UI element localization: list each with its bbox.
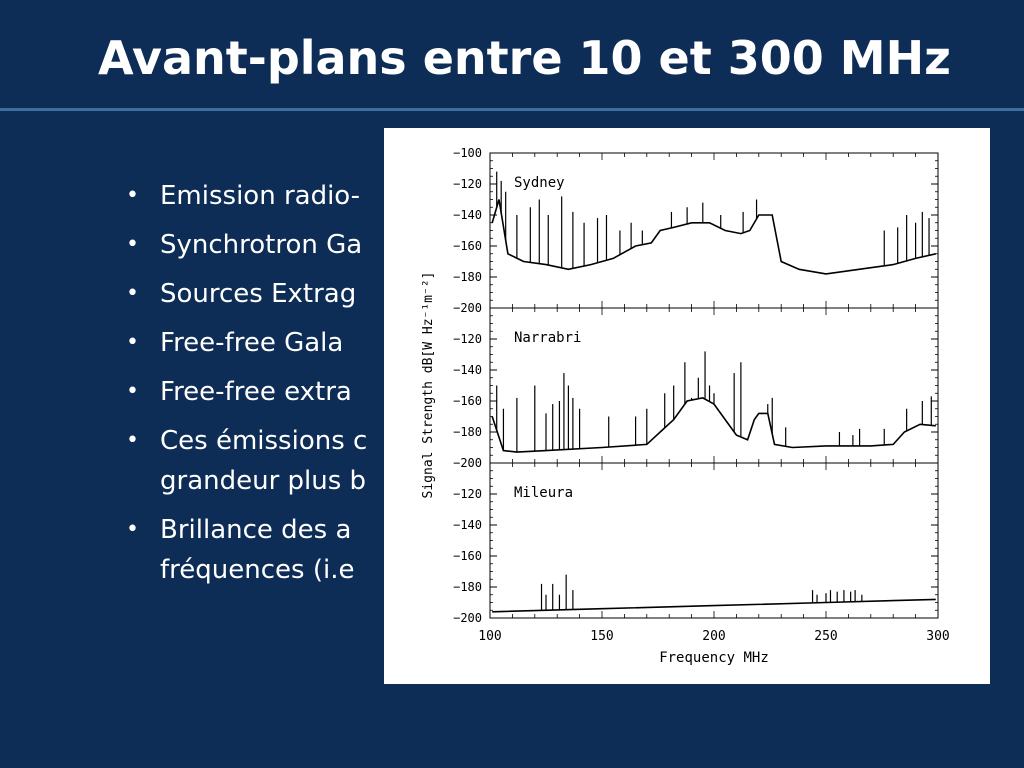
bullet-text: Brillance des a [160, 515, 352, 545]
bullet-text: Synchrotron Ga [160, 230, 363, 260]
y-tick-label: −200 [453, 456, 482, 470]
bullet-item: Emission radio- [124, 176, 394, 216]
y-tick-label: −140 [453, 208, 482, 222]
panel-label: Sydney [514, 175, 565, 191]
y-tick-label: −120 [453, 177, 482, 191]
panel-label: Mileura [514, 485, 573, 501]
spectrum-line [491, 199, 936, 275]
bullet-text: Free-free extra [160, 377, 352, 407]
y-tick-label: −160 [453, 394, 482, 408]
bullet-item: Synchrotron Ga [124, 225, 394, 265]
bullet-list: Emission radio- Synchrotron Ga Sources E… [124, 176, 394, 599]
x-tick-label: 250 [814, 629, 837, 644]
spectrum-figure: −100 −120 −140 −160 −180 −200 Sydney −120 −140 −1… [384, 128, 990, 684]
bullet-text: Free-free Gala [160, 328, 344, 358]
slide-title: Avant-plans entre 10 et 300 MHz [98, 31, 951, 85]
x-tick-label: 100 [478, 629, 501, 644]
x-tick-label: 200 [702, 629, 725, 644]
bullet-item: Ces émissions c grandeur plus b [124, 421, 394, 501]
spectrum-line [492, 598, 936, 613]
x-axis-label: Frequency MHz [659, 650, 769, 666]
bullet-item: Brillance des a fréquences (i.e [124, 510, 394, 590]
panel-label: Narrabri [514, 330, 581, 346]
spectrum-line [491, 397, 936, 453]
title-divider [0, 108, 1024, 111]
y-tick-label: −200 [453, 611, 482, 625]
bullet-text-continuation: grandeur plus b [160, 466, 367, 496]
y-tick-label: −140 [453, 363, 482, 377]
bullet-text: Ces émissions c [160, 426, 368, 456]
bullet-item: Sources Extrag [124, 274, 394, 314]
y-tick-label: −120 [453, 332, 482, 346]
y-tick-label: −200 [453, 301, 482, 315]
y-tick-label: −180 [453, 270, 482, 284]
y-tick-label: −160 [453, 239, 482, 253]
y-tick-label: −160 [453, 549, 482, 563]
x-tick-label: 150 [590, 629, 613, 644]
y-tick-label: −180 [453, 425, 482, 439]
x-tick-label: 300 [926, 629, 949, 644]
bullet-text: Sources Extrag [160, 279, 357, 309]
bullet-text-continuation: fréquences (i.e [160, 555, 355, 585]
bullet-item: Free-free extra [124, 372, 394, 412]
y-tick-label: −180 [453, 580, 482, 594]
y-axis-label: Signal Strength dB[W Hz⁻¹m⁻²] [421, 272, 436, 499]
y-tick-label: −140 [453, 518, 482, 532]
y-tick-label: −120 [453, 487, 482, 501]
bullet-text: Emission radio- [160, 181, 361, 211]
bullet-item: Free-free Gala [124, 323, 394, 363]
y-tick-label: −100 [453, 146, 482, 160]
signal-strength-chart: −100 −120 −140 −160 −180 −200 Sydney −120 −140 −1… [421, 146, 950, 666]
